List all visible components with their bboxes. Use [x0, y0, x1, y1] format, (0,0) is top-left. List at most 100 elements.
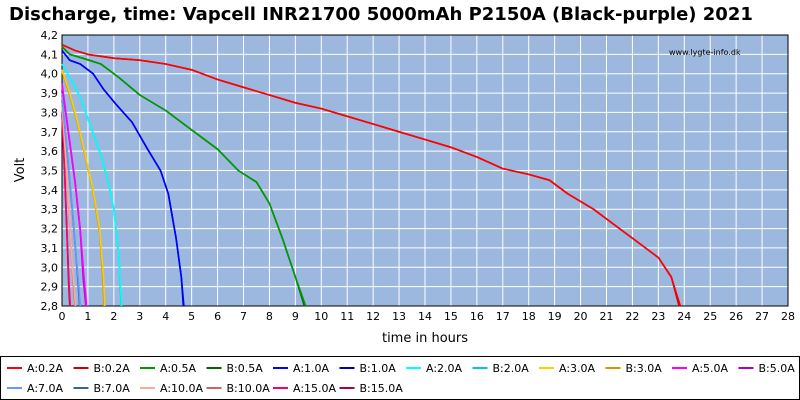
y-tick-label: 3,6 [41, 145, 59, 158]
x-tick-label: 23 [651, 310, 665, 323]
x-axis-label: time in hours [382, 331, 468, 346]
legend-label: A:1.0A [293, 362, 330, 375]
x-tick-label: 8 [266, 310, 273, 323]
legend-item: B:0.5A [206, 362, 264, 375]
legend-item: B:15.0A [339, 382, 404, 395]
x-tick-label: 19 [548, 310, 562, 323]
series-line [61, 46, 307, 307]
y-tick-labels: 2,8 2,9 3,0 3,1 3,2 3,3 3,4 3,5 3,6 3,7 3,8 3,9 4,0 4… [41, 29, 59, 313]
legend-item: B:0.2A [73, 362, 131, 375]
legend-label: A:0.2A [27, 362, 64, 375]
legend-label: A:0.5A [160, 362, 197, 375]
x-tick-label: 25 [703, 310, 717, 323]
legend-label: B:3.0A [626, 362, 663, 375]
legend-label: A:15.0A [293, 382, 337, 395]
legend-item: B:3.0A [605, 362, 663, 375]
y-tick-label: 3,7 [41, 126, 59, 139]
y-tick-label: 3,2 [41, 223, 59, 236]
x-tick-label: 20 [574, 310, 588, 323]
x-tick-label: 7 [240, 310, 247, 323]
series-line [61, 102, 77, 307]
y-tick-label: 3,9 [41, 87, 59, 100]
x-tick-labels: 0 1 2 3 4 5 6 7 8 9 10 11 12 13 14 15 16 17 18 19 20 21 22 23 24… [59, 310, 796, 323]
legend-item: A:10.0A [140, 382, 204, 395]
legend-label: B:10.0A [227, 382, 271, 395]
x-tick-label: 13 [392, 310, 406, 323]
y-tick-label: 3,3 [41, 203, 59, 216]
legend-box [0, 356, 800, 400]
x-tick-label: 9 [292, 310, 299, 323]
x-tick-label: 4 [162, 310, 169, 323]
legend-item: A:2.0A [406, 362, 463, 375]
x-tick-label: 0 [59, 310, 66, 323]
y-tick-label: 2,9 [41, 281, 59, 294]
legend-label: A:2.0A [426, 362, 463, 375]
legend: A:0.2A B:0.2A A:0.5A B:0.5A A:1.0A B:1.0A A:2.… [7, 362, 795, 395]
x-tick-label: 14 [418, 310, 432, 323]
y-tick-label: 4,2 [41, 29, 59, 42]
legend-item: A:0.5A [140, 362, 197, 375]
x-tick-label: 6 [214, 310, 221, 323]
chart-title: Discharge, time: Vapcell INR21700 5000mA… [9, 4, 753, 25]
series-line [61, 112, 72, 307]
series-line [61, 69, 106, 307]
x-tick-label: 18 [522, 310, 536, 323]
legend-label: A:5.0A [692, 362, 729, 375]
legend-label: A:10.0A [160, 382, 204, 395]
x-tick-label: 27 [755, 310, 769, 323]
x-tick-label: 28 [781, 310, 795, 323]
x-tick-label: 16 [470, 310, 484, 323]
legend-item: B:1.0A [339, 362, 397, 375]
legend-item: A:15.0A [273, 382, 337, 395]
x-tick-label: 26 [729, 310, 743, 323]
y-tick-label: 3,1 [41, 242, 59, 255]
legend-item: B:10.0A [206, 382, 271, 395]
legend-item: B:2.0A [472, 362, 530, 375]
x-tick-label: 10 [314, 310, 328, 323]
legend-label: A:3.0A [559, 362, 596, 375]
legend-item: A:1.0A [273, 362, 330, 375]
x-tick-label: 15 [444, 310, 458, 323]
x-tick-label: 11 [340, 310, 354, 323]
x-tick-label: 12 [366, 310, 380, 323]
legend-item: B:7.0A [73, 382, 131, 395]
legend-label: B:0.5A [227, 362, 264, 375]
legend-label: B:1.0A [360, 362, 397, 375]
series-line [61, 63, 123, 307]
x-tick-label: 17 [496, 310, 510, 323]
y-tick-label: 3,8 [41, 106, 59, 119]
x-tick-label: 3 [136, 310, 143, 323]
legend-label: B:5.0A [759, 362, 796, 375]
legend-label: B:15.0A [360, 382, 404, 395]
x-tick-label: 2 [110, 310, 117, 323]
legend-label: B:7.0A [94, 382, 131, 395]
legend-item: B:5.0A [738, 362, 796, 375]
series-line [61, 83, 88, 307]
series-layer [61, 43, 682, 307]
y-axis-label: Volt [13, 158, 28, 183]
legend-label: B:0.2A [94, 362, 131, 375]
y-tick-label: 2,8 [41, 300, 59, 313]
y-tick-label: 3,5 [41, 165, 59, 178]
watermark: www.lygte-info.dk [669, 48, 741, 57]
legend-item: A:7.0A [7, 382, 64, 395]
series-line [61, 49, 185, 307]
plot-border [61, 34, 789, 307]
x-tick-label: 22 [625, 310, 639, 323]
legend-item: A:0.2A [7, 362, 64, 375]
series-line [61, 93, 81, 307]
legend-item: A:5.0A [672, 362, 729, 375]
series-line [61, 43, 682, 307]
legend-label: B:2.0A [493, 362, 530, 375]
x-tick-label: 1 [84, 310, 91, 323]
y-tick-label: 4,0 [41, 68, 59, 81]
x-tick-label: 24 [677, 310, 691, 323]
legend-item: A:3.0A [539, 362, 596, 375]
y-tick-label: 4,1 [41, 48, 59, 61]
x-tick-label: 5 [188, 310, 195, 323]
x-tick-label: 21 [600, 310, 614, 323]
y-tick-label: 3,4 [41, 184, 59, 197]
y-tick-label: 3,0 [41, 261, 59, 274]
legend-label: A:7.0A [27, 382, 64, 395]
